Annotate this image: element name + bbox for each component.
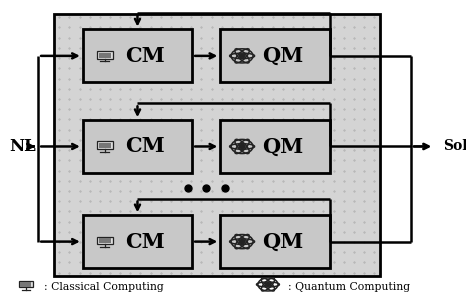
Text: Solution: Solution xyxy=(443,140,466,153)
Bar xyxy=(21,282,31,287)
Bar xyxy=(220,215,330,268)
Text: : Quantum Computing: : Quantum Computing xyxy=(288,282,410,292)
Circle shape xyxy=(239,239,245,244)
Bar xyxy=(220,120,330,173)
Circle shape xyxy=(239,54,245,58)
Bar xyxy=(99,143,110,148)
Bar xyxy=(54,14,380,276)
Bar xyxy=(96,141,112,149)
Bar xyxy=(82,30,192,82)
Bar xyxy=(96,236,112,244)
Bar xyxy=(99,238,110,243)
Bar xyxy=(96,51,112,59)
Text: NL: NL xyxy=(9,138,36,155)
Bar xyxy=(19,281,33,288)
Bar xyxy=(220,30,330,82)
Circle shape xyxy=(239,144,245,149)
Text: : Classical Computing: : Classical Computing xyxy=(44,282,164,292)
Text: CM: CM xyxy=(125,46,165,66)
Text: QM: QM xyxy=(262,232,303,252)
Text: QM: QM xyxy=(262,46,303,66)
Text: CM: CM xyxy=(125,232,165,252)
Bar xyxy=(99,53,110,58)
Text: CM: CM xyxy=(125,137,165,156)
Bar xyxy=(82,215,192,268)
Circle shape xyxy=(265,283,271,286)
Bar xyxy=(82,120,192,173)
Text: QM: QM xyxy=(262,137,303,156)
Bar xyxy=(54,14,380,276)
